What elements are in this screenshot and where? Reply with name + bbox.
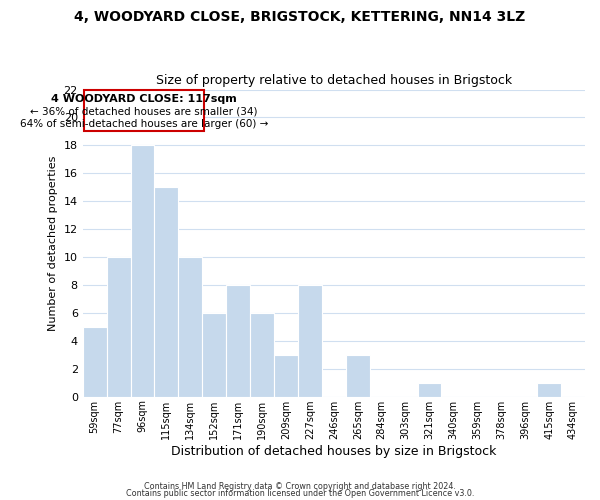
FancyBboxPatch shape	[84, 90, 203, 130]
Bar	[178, 257, 202, 396]
X-axis label: Distribution of detached houses by size in Brigstock: Distribution of detached houses by size …	[171, 444, 497, 458]
Bar	[537, 382, 561, 396]
Text: ← 36% of detached houses are smaller (34): ← 36% of detached houses are smaller (34…	[30, 107, 257, 117]
Bar	[418, 382, 442, 396]
Text: 64% of semi-detached houses are larger (60) →: 64% of semi-detached houses are larger (…	[20, 119, 268, 129]
Bar	[131, 146, 154, 396]
Y-axis label: Number of detached properties: Number of detached properties	[48, 156, 58, 331]
Bar	[274, 355, 298, 397]
Bar	[346, 355, 370, 397]
Text: Contains public sector information licensed under the Open Government Licence v3: Contains public sector information licen…	[126, 489, 474, 498]
Text: Contains HM Land Registry data © Crown copyright and database right 2024.: Contains HM Land Registry data © Crown c…	[144, 482, 456, 491]
Bar	[107, 257, 131, 396]
Bar	[154, 188, 178, 396]
Bar	[83, 327, 107, 396]
Title: Size of property relative to detached houses in Brigstock: Size of property relative to detached ho…	[156, 74, 512, 87]
Text: 4 WOODYARD CLOSE: 117sqm: 4 WOODYARD CLOSE: 117sqm	[51, 94, 236, 104]
Bar	[298, 285, 322, 397]
Bar	[202, 313, 226, 396]
Bar	[226, 285, 250, 397]
Bar	[250, 313, 274, 396]
Text: 4, WOODYARD CLOSE, BRIGSTOCK, KETTERING, NN14 3LZ: 4, WOODYARD CLOSE, BRIGSTOCK, KETTERING,…	[74, 10, 526, 24]
